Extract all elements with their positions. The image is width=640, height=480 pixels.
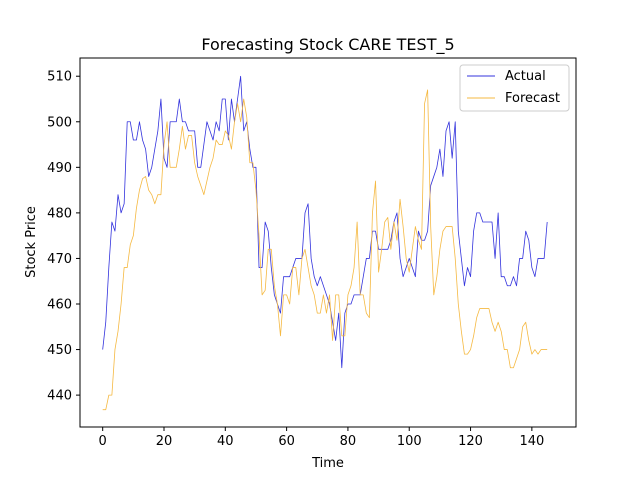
x-tick-label: 60 [278,434,295,449]
y-tick-label: 510 [47,70,72,85]
y-tick-label: 450 [47,343,72,358]
plot-frame [79,57,577,428]
y-axis-label: Stock Price [24,206,39,278]
x-axis-label: Time [311,456,344,471]
y-tick-label: 440 [47,389,72,404]
x-tick-label: 100 [397,434,422,449]
legend: Actual Forecast [459,64,570,112]
series-line-forecast [102,89,548,411]
y-axis: 440 450 460 470 480 490 500 510 [47,70,80,404]
y-tick-label: 460 [47,298,72,313]
x-tick-label: 120 [458,434,483,449]
legend-label-actual: Actual [505,69,546,84]
legend-label-forecast: Forecast [505,91,560,106]
x-tick-label: 80 [340,434,357,449]
x-tick-label: 40 [217,434,234,449]
y-tick-label: 480 [47,206,72,221]
y-tick-label: 490 [47,161,72,176]
x-tick-label: 20 [156,434,173,449]
series-line-actual [102,75,548,369]
x-tick-label: 140 [519,434,544,449]
y-tick-label: 470 [47,252,72,267]
chart-title: Forecasting Stock CARE TEST_5 [201,35,454,55]
x-tick-label: 0 [99,434,107,449]
x-axis: 0 20 40 60 80 100 120 140 [99,427,544,449]
y-tick-label: 500 [47,115,72,130]
plot-area [102,75,548,411]
